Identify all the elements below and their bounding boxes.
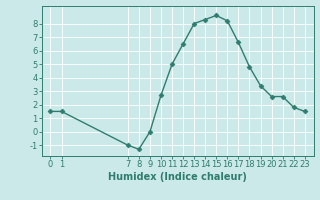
X-axis label: Humidex (Indice chaleur): Humidex (Indice chaleur) — [108, 172, 247, 182]
